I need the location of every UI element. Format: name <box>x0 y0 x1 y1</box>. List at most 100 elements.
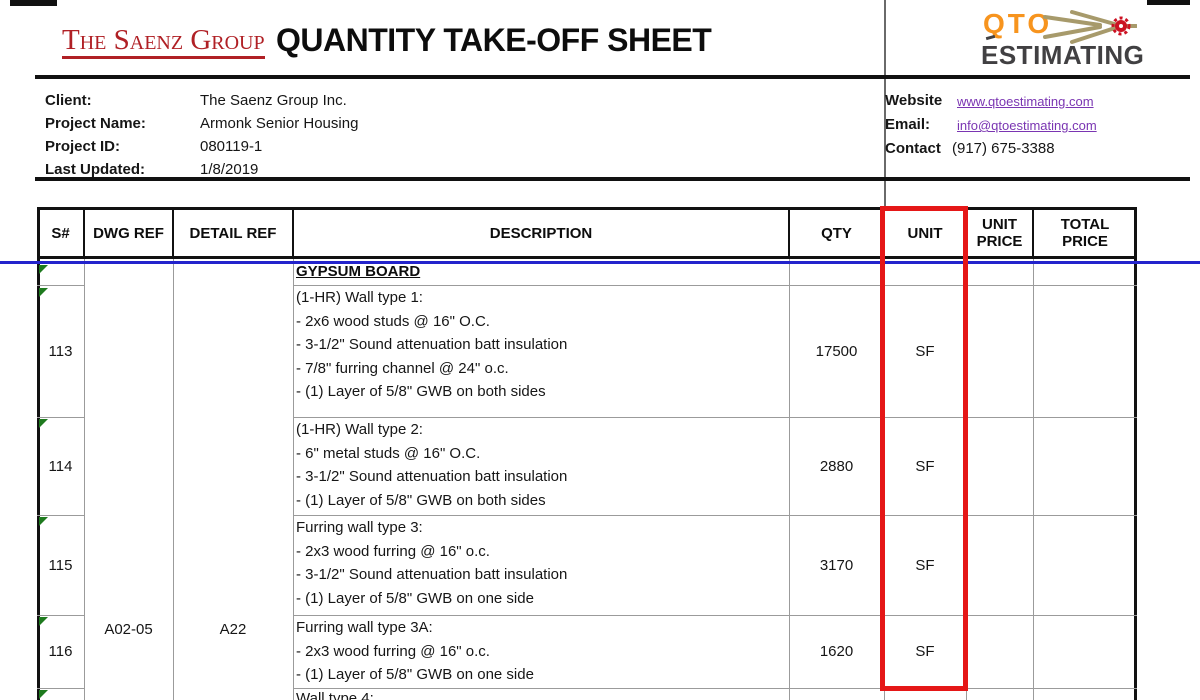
row-unit-cell: SF <box>915 556 935 574</box>
top-edge-artifact-right <box>1147 0 1190 5</box>
header-cell-divider <box>83 207 85 258</box>
website-label: Website <box>885 92 943 109</box>
description-line: - 2x6 wood studs @ 16" O.C. <box>296 312 490 330</box>
row-total-price-cell <box>1033 615 1137 688</box>
row-gridline <box>293 615 1137 616</box>
row-gridline <box>37 515 84 516</box>
col-header-dwg-ref: DWG REF <box>93 224 164 242</box>
description-line: - 3-1/2" Sound attenuation batt insulati… <box>296 468 568 485</box>
col-header-qty: QTY <box>821 224 852 242</box>
description-line: Furring wall type 3: <box>296 519 423 536</box>
contact-label: Contact <box>885 140 941 157</box>
row-gridline <box>293 285 1137 286</box>
estimating-logo-text: ESTIMATING <box>981 40 1145 70</box>
unit-column-highlight-box <box>880 206 968 691</box>
column-gridline <box>173 258 174 700</box>
clipped-next-row-text: Wall type 4: <box>296 690 374 700</box>
cell-error-triangle-icon <box>39 517 48 526</box>
row-gridline <box>293 417 1137 418</box>
row-qty-cell: 2880 <box>819 457 854 475</box>
cell-error-triangle-icon <box>39 265 48 274</box>
row-qty-cell: 3170 <box>819 556 854 574</box>
column-gridline <box>884 0 886 207</box>
project-name-value: Armonk Senior Housing <box>200 115 359 132</box>
row-unit-price-cell <box>966 417 1033 515</box>
takeoff-table <box>37 207 1137 700</box>
last-updated-label: Last Updated: <box>45 161 146 178</box>
row-qty-cell: 1620 <box>819 643 854 660</box>
row-unit-cell: SF <box>915 643 935 660</box>
description-line: (1-HR) Wall type 2: <box>296 421 423 438</box>
col-header-detail-ref: DETAIL REF <box>189 224 277 242</box>
row-description: Furring wall type 3A: - 2x3 wood furring … <box>296 616 789 687</box>
divider-rule-top <box>35 75 1190 79</box>
page-title: QUANTITY TAKE-OFF SHEET <box>276 22 712 58</box>
row-gridline <box>37 688 84 689</box>
col-header-unit: UNIT <box>907 224 943 242</box>
top-edge-artifact-left <box>10 0 57 6</box>
column-gridline <box>84 258 85 700</box>
description-line: Furring wall type 3A: <box>296 619 433 636</box>
header-cell-divider <box>1032 207 1034 258</box>
description-line: - (1) Layer of 5/8" GWB on one side <box>296 666 534 683</box>
column-gridline <box>789 258 790 700</box>
row-total-price-cell <box>1033 417 1137 515</box>
description-line: - 2x3 wood furring @ 16" o.c. <box>296 642 490 660</box>
row-serial-number: 115 <box>48 556 73 574</box>
col-header-description: DESCRIPTION <box>489 224 593 242</box>
cell-error-triangle-icon <box>39 288 48 297</box>
col-header-total-price: TOTAL PRICE <box>1060 216 1110 250</box>
project-name-label: Project Name: <box>45 115 146 132</box>
row-gridline <box>37 615 84 616</box>
row-unit-cell: SF <box>915 342 935 360</box>
row-serial-number: 116 <box>48 643 73 660</box>
section-heading: GYPSUM BOARD <box>296 263 421 280</box>
row-total-price-cell <box>1033 515 1137 615</box>
header-bottom-border <box>37 256 1137 259</box>
row-serial-number: 113 <box>48 342 73 360</box>
divider-rule-bottom <box>35 177 1190 181</box>
column-gridline <box>293 258 294 700</box>
website-link[interactable]: www.qtoestimating.com <box>957 94 1094 109</box>
description-line: - 7/8" furring channel @ 24" o.c. <box>296 359 509 377</box>
row-unit-price-cell <box>966 515 1033 615</box>
client-label: Client: <box>45 92 92 109</box>
company-underline <box>62 56 265 59</box>
description-line: (1-HR) Wall type 1: <box>296 289 423 306</box>
row-total-price-cell <box>1033 285 1137 417</box>
header-cell-divider <box>788 207 790 258</box>
row-unit-price-cell <box>966 285 1033 417</box>
row-gridline <box>37 417 84 418</box>
project-id-label: Project ID: <box>45 138 121 155</box>
row-qty-cell: 17500 <box>815 342 858 360</box>
project-id-value: 080119-1 <box>200 138 263 155</box>
row-description: Furring wall type 3: - 2x3 wood furring @… <box>296 516 789 610</box>
page-break-line <box>0 261 1200 264</box>
row-gridline <box>37 285 84 286</box>
row-serial-number: 114 <box>48 457 73 475</box>
description-line: - (1) Layer of 5/8" GWB on both sides <box>296 383 546 400</box>
description-line: - (1) Layer of 5/8" GWB on both sides <box>296 491 546 509</box>
email-link[interactable]: info@qtoestimating.com <box>957 118 1097 133</box>
detail-ref-value: A22 <box>219 620 247 638</box>
compass-gear-icon <box>1043 10 1137 44</box>
client-value: The Saenz Group Inc. <box>200 92 347 109</box>
description-line: - 6" metal studs @ 16" O.C. <box>296 444 481 462</box>
col-header-unit-price: UNIT PRICE <box>976 216 1023 250</box>
cell-error-triangle-icon <box>39 419 48 428</box>
description-line: - (1) Layer of 5/8" GWB on one side <box>296 589 534 607</box>
row-gridline <box>293 515 1137 516</box>
description-line: - 3-1/2" Sound attenuation batt insulati… <box>296 566 568 583</box>
column-gridline <box>1033 258 1034 700</box>
contact-phone: (917) 675-3388 <box>952 140 1055 157</box>
cell-error-triangle-icon <box>39 690 48 699</box>
row-unit-cell: SF <box>915 457 935 475</box>
row-unit-price-cell <box>966 615 1033 688</box>
row-description: (1-HR) Wall type 1: - 2x6 wood studs @ 16… <box>296 286 789 404</box>
last-updated-value: 1/8/2019 <box>200 161 259 178</box>
description-line: - 3-1/2" Sound attenuation batt insulati… <box>296 336 568 353</box>
row-description: (1-HR) Wall type 2: - 6" metal studs @ 16… <box>296 418 789 512</box>
description-line: - 2x3 wood furring @ 16" o.c. <box>296 542 490 560</box>
row-gridline <box>293 688 1137 689</box>
header-cell-divider <box>292 207 294 258</box>
